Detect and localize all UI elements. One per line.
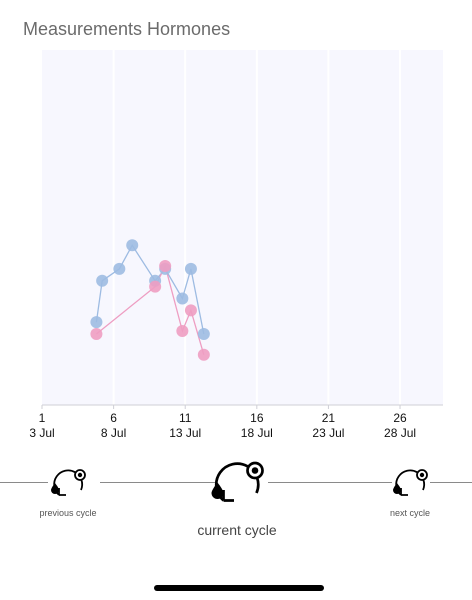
current-cycle-button[interactable]: current cycle — [182, 454, 292, 538]
series-layer — [90, 239, 210, 361]
cycle-navigation: previous cycle current cycle next cycle — [0, 440, 472, 560]
x-tick-label-date: 13 Jul — [169, 426, 201, 440]
plot-background — [42, 50, 443, 405]
page-title: Measurements Hormones — [23, 19, 231, 39]
x-tick-label-date: 8 Jul — [101, 426, 126, 440]
nav-line-right — [430, 482, 472, 483]
x-tick-label-day: 21 — [322, 411, 336, 425]
cycle-icon — [393, 469, 428, 496]
data-point-series-0[interactable] — [197, 328, 210, 340]
x-tick-label-day: 16 — [250, 411, 264, 425]
data-point-series-1[interactable] — [184, 304, 197, 317]
grid-lines — [112, 50, 402, 405]
nav-line-left — [0, 482, 48, 483]
data-point-series-1[interactable] — [197, 348, 210, 361]
data-point-series-1[interactable] — [90, 328, 103, 340]
x-tick-label-date: 23 Jul — [312, 426, 344, 440]
cycle-icon-current — [211, 461, 264, 502]
data-point-series-0[interactable] — [126, 239, 139, 252]
home-indicator — [154, 585, 324, 591]
x-tick-label-date: 3 Jul — [29, 426, 54, 440]
data-point-series-0[interactable] — [176, 292, 189, 305]
cycle-icon — [51, 469, 86, 496]
data-point-series-1[interactable] — [149, 280, 162, 293]
data-point-series-0[interactable] — [90, 316, 103, 329]
x-tick-label-date: 28 Jul — [384, 426, 416, 440]
data-point-series-0[interactable] — [113, 262, 126, 275]
next-cycle-label: next cycle — [389, 508, 431, 518]
nav-line-mid-left — [100, 482, 215, 483]
x-tick-label-date: 18 Jul — [241, 426, 273, 440]
data-point-series-0[interactable] — [96, 274, 109, 287]
previous-cycle-label: previous cycle — [39, 508, 97, 518]
data-point-series-0[interactable] — [184, 262, 197, 275]
x-tick-label-day: 11 — [179, 411, 192, 425]
current-cycle-label: current cycle — [197, 522, 277, 538]
previous-cycle-button[interactable]: previous cycle — [28, 464, 108, 518]
nav-line-mid-right — [268, 482, 392, 483]
x-tick-label-day: 6 — [110, 411, 117, 425]
x-tick-label-day: 26 — [393, 411, 407, 425]
next-cycle-button[interactable]: next cycle — [370, 464, 450, 518]
series-line-1 — [95, 264, 205, 355]
data-point-series-1[interactable] — [159, 259, 172, 272]
data-point-series-1[interactable] — [176, 325, 189, 338]
x-tick-label-day: 1 — [39, 411, 46, 425]
